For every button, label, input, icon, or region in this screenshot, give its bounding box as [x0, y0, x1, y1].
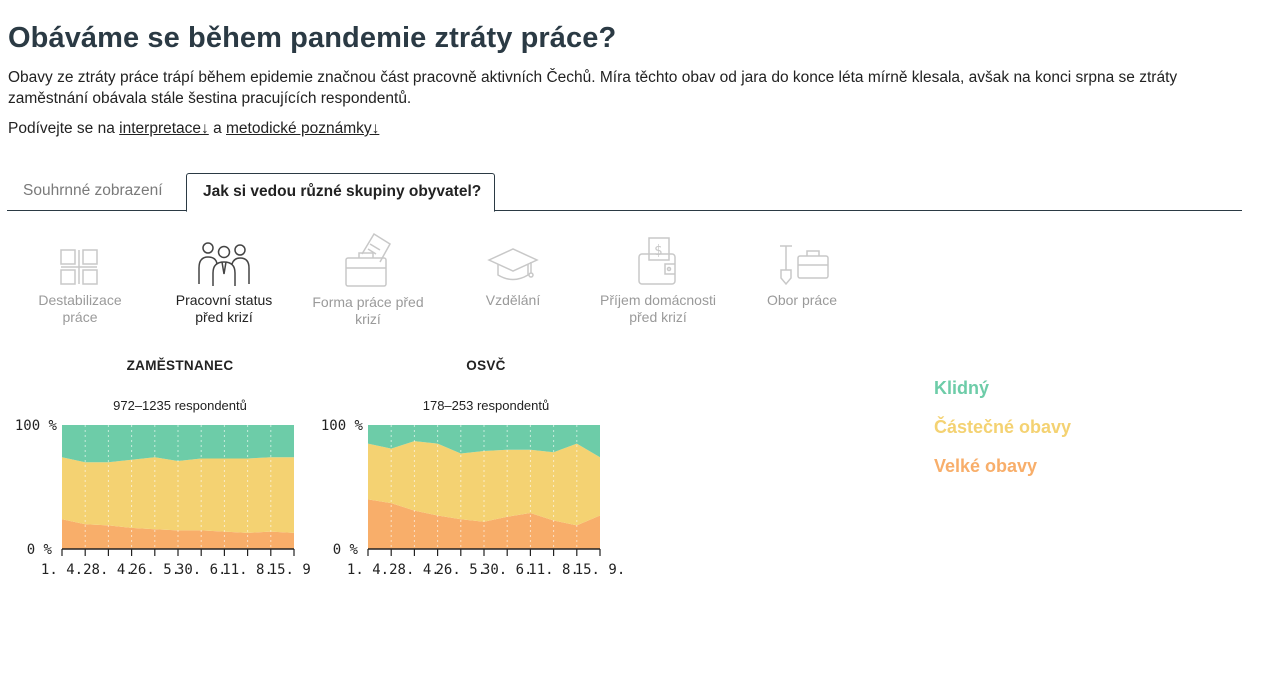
page-title: Obáváme se během pandemie ztráty práce?: [8, 22, 617, 54]
chart-title-selfemployed: OSVČ: [466, 358, 506, 373]
x-tick-label: 30. 6.: [176, 562, 227, 578]
x-tick-label: 30. 6.: [482, 562, 533, 578]
category-work-form[interactable]: Forma práce před krizí: [308, 232, 428, 328]
graduation-cap-icon: [487, 248, 539, 281]
category-label: Forma práce před krizí: [312, 294, 424, 327]
tab-summary[interactable]: Souhrnné zobrazení: [23, 182, 163, 199]
wallet-icon: $: [638, 237, 676, 285]
legend-calm: Klidný: [934, 378, 990, 398]
x-tick-label: 1. 4.: [347, 562, 389, 578]
category-field[interactable]: Obor práce: [742, 240, 862, 309]
chart-title-employee: ZAMĚSTNANEC: [126, 358, 234, 373]
category-label: Příjem domácnosti před krizí: [600, 292, 716, 325]
shovel-briefcase-icon: [780, 245, 829, 286]
x-tick-label: 26. 5.: [436, 562, 487, 578]
x-tick-label: 15. 9.: [575, 562, 626, 578]
category-label: Destabilizace práce: [38, 292, 122, 325]
category-label: Vzdělání: [485, 292, 541, 308]
category-label: Obor práce: [766, 292, 838, 308]
y-tick-label: 0 %: [27, 542, 53, 558]
category-label: Pracovní status před krizí: [175, 292, 273, 325]
legend-partial-worry: Částečné obavy: [934, 417, 1072, 437]
y-tick-label: 0 %: [333, 542, 359, 558]
people-icon: [198, 242, 250, 286]
area-chart-employee: 1. 4.28. 4.26. 5.30. 6.11. 8.15. 9. 100 %…: [15, 418, 310, 578]
x-tick-label: 15. 9.: [269, 562, 310, 578]
briefcase-document-icon: [345, 232, 392, 287]
tab-bar: Souhrnné zobrazení Jak si vedou různé sk…: [7, 173, 1242, 212]
y-tick-label: 100 %: [15, 418, 58, 434]
category-work-status[interactable]: Pracovní status před krizí: [164, 240, 284, 326]
category-education[interactable]: Vzdělání: [453, 240, 573, 309]
category-income[interactable]: $ Příjem domácnosti před krizí: [598, 237, 718, 326]
x-tick-label: 11. 8.: [528, 562, 579, 578]
methodology-link[interactable]: metodické poznámky↓: [226, 120, 380, 137]
x-tick-label: 28. 4.: [389, 562, 440, 578]
grid-icon: [60, 249, 98, 285]
tab-groups[interactable]: Jak si vedou různé skupiny obyvatel?: [186, 173, 495, 212]
area-částečné-obavy: [368, 441, 600, 526]
x-tick-label: 26. 5.: [130, 562, 181, 578]
area-klidný: [62, 425, 294, 463]
area-chart-selfemployed: 1. 4. 28. 4.26. 5.30. 6.11. 8.15. 9. 100 %…: [321, 418, 626, 578]
x-tick-label: 28. 4.: [83, 562, 134, 578]
intro-text: Obavy ze ztráty práce trápí během epidem…: [8, 69, 1178, 107]
y-tick-label: 100 %: [321, 418, 364, 434]
legend-big-worry: Velké obavy: [934, 456, 1038, 476]
area-velké-obavy: [62, 519, 294, 549]
x-tick-label: 1. 4.: [41, 562, 83, 578]
chart-subtitle-selfemployed: 178–253 respondentů: [422, 398, 550, 413]
x-tick-label: 11. 8.: [222, 562, 273, 578]
svg-text:$: $: [654, 243, 662, 259]
legend: Klidný Částečné obavy Velké obavy: [934, 377, 1071, 494]
chart-subtitle-employee: 972–1235 respondentů: [113, 398, 247, 413]
interpretation-link[interactable]: interpretace↓: [119, 120, 209, 137]
links-line: Podívejte se na interpretace↓ a metodick…: [8, 120, 379, 138]
area-velké-obavy: [368, 499, 600, 549]
category-destabilization[interactable]: Destabilizace práce: [20, 240, 140, 326]
links-mid: a: [208, 120, 227, 137]
links-prefix: Podívejte se na: [8, 120, 120, 137]
